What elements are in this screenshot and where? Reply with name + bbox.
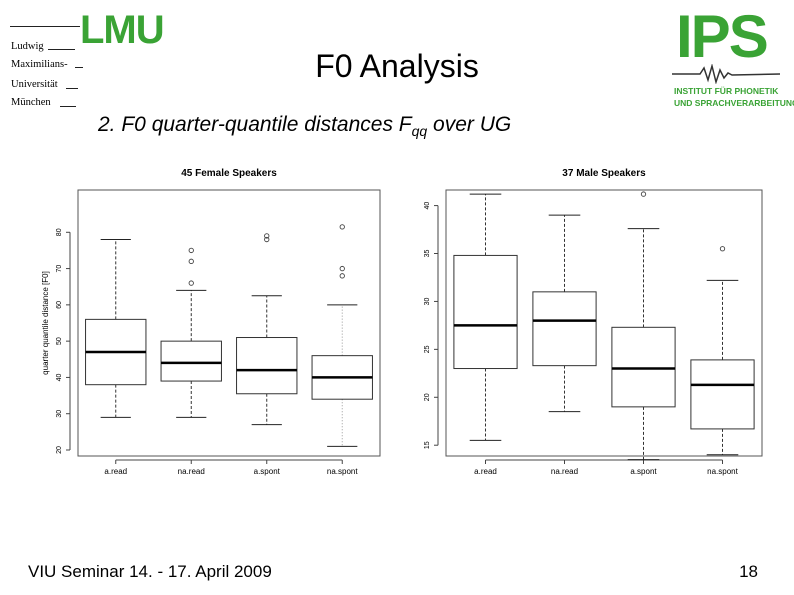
- outlier-point: [264, 236, 270, 243]
- x-tick-label: na.spont: [327, 467, 358, 476]
- y-tick-label: 30: [56, 410, 63, 418]
- x-tick-label: a.spont: [254, 467, 281, 476]
- ips-mark: IPS: [676, 3, 769, 70]
- x-tick-label: a.read: [474, 467, 497, 476]
- y-tick-label: 50: [56, 337, 63, 345]
- iqr-box: [160, 340, 222, 382]
- ips-logo: IPS INSTITUT FÜR PHONETIK UND SPRACHVERA…: [670, 3, 794, 112]
- footer-text: VIU Seminar 14. - 17. April 2009: [28, 562, 272, 581]
- ips-line-1: INSTITUT FÜR PHONETIK: [674, 86, 779, 96]
- iqr-box: [532, 291, 597, 367]
- page-number: 18: [739, 562, 758, 581]
- x-tick-label: na.read: [551, 467, 578, 476]
- y-tick-label: 40: [56, 373, 63, 381]
- y-tick-label: 60: [56, 301, 63, 309]
- outlier-point: [264, 233, 270, 239]
- outlier-point: [188, 280, 194, 286]
- plot-frame: [77, 189, 381, 457]
- y-tick-label: 20: [424, 393, 431, 401]
- outlier-point: [719, 246, 726, 252]
- chart-title: 45 Female Speakers: [181, 168, 277, 179]
- box-na-spont: [690, 246, 755, 456]
- logo-rule: [60, 106, 76, 107]
- box-na-read: [160, 247, 222, 418]
- y-tick-label: 40: [424, 202, 431, 210]
- y-tick-label: 35: [424, 250, 431, 258]
- plot-frame: [445, 189, 763, 457]
- lmu-line-2: Maximilians-: [11, 59, 68, 70]
- x-tick-label: a.spont: [630, 467, 657, 476]
- outlier-point: [339, 273, 345, 279]
- logo-rule: [10, 26, 80, 27]
- y-tick-label: 70: [56, 265, 63, 273]
- iqr-box: [611, 326, 676, 408]
- logo-rule: [48, 49, 75, 50]
- outlier-point: [640, 191, 647, 197]
- iqr-box: [690, 359, 755, 430]
- y-axis-label: quarter quantile distance [F0]: [41, 271, 50, 375]
- outlier-point: [339, 265, 345, 272]
- slide-subtitle: 2. F0 quarter-quantile distances Fqq ove…: [98, 113, 511, 139]
- subtitle-main: 2. F0 quarter-quantile distances F: [98, 113, 412, 136]
- box-na-read: [532, 214, 597, 413]
- outlier-point: [188, 258, 194, 264]
- box-a-spont: [611, 191, 676, 461]
- male-boxplot: 37 Male Speakers 15 20 25 30 35 40 a.read na.rea…: [424, 168, 763, 476]
- outlier-point: [339, 224, 345, 230]
- y-tick-label: 20: [56, 446, 63, 454]
- box-a-read: [453, 193, 518, 441]
- box-a-spont: [236, 233, 298, 426]
- lmu-logo: Ludwig Maximilians- Universität München …: [8, 8, 165, 112]
- logo-rule: [66, 88, 78, 89]
- y-tick-label: 30: [424, 297, 431, 305]
- y-tick-label: 15: [424, 441, 431, 449]
- female-boxplot: 45 Female Speakers quarter quantile dista…: [41, 168, 381, 476]
- logo-rule: [75, 67, 83, 68]
- slide-title: F0 Analysis: [315, 48, 479, 84]
- ips-line-2: UND SPRACHVERARBEITUNG: [674, 98, 794, 108]
- lmu-line-3: Universität: [11, 79, 58, 90]
- lmu-line-4: München: [11, 97, 51, 108]
- outlier-point: [188, 247, 194, 254]
- subtitle-tail: over UG: [427, 113, 512, 136]
- subtitle-subscript: qq: [411, 123, 428, 140]
- lmu-mark: LMU: [80, 8, 165, 52]
- box-na-spont: [311, 224, 373, 447]
- chart-title: 37 Male Speakers: [562, 168, 646, 179]
- box-a-read: [85, 239, 147, 418]
- iqr-box: [236, 337, 298, 395]
- y-tick-label: 25: [424, 345, 431, 353]
- lmu-line-1: Ludwig: [11, 41, 44, 52]
- x-tick-label: na.spont: [707, 467, 738, 476]
- x-tick-label: na.read: [178, 467, 205, 476]
- y-tick-label: 80: [56, 228, 63, 236]
- waveform-icon: [672, 64, 781, 84]
- iqr-box: [453, 254, 518, 370]
- x-tick-label: a.read: [104, 467, 127, 476]
